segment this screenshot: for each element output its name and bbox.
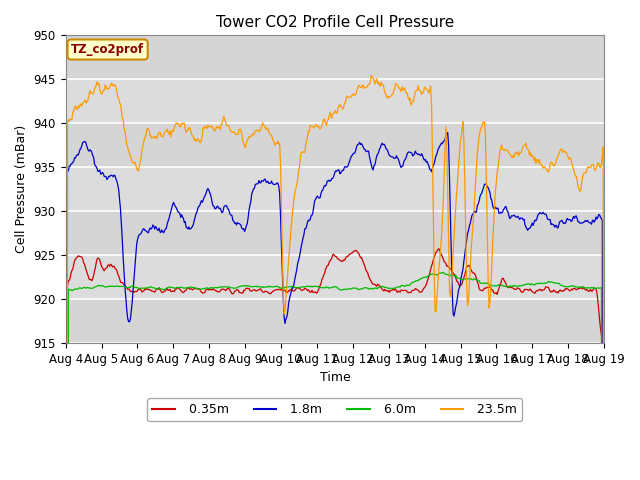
- Title: Tower CO2 Profile Cell Pressure: Tower CO2 Profile Cell Pressure: [216, 15, 454, 30]
- Bar: [66, 211, 604, 255]
- Bar: [66, 299, 604, 343]
- X-axis label: Time: Time: [319, 372, 350, 384]
- Y-axis label: Cell Pressure (mBar): Cell Pressure (mBar): [15, 125, 28, 253]
- Bar: [66, 36, 604, 79]
- Bar: [66, 123, 604, 167]
- Legend:  0.35m,  1.8m,  6.0m,  23.5m: 0.35m, 1.8m, 6.0m, 23.5m: [147, 398, 522, 421]
- Text: TZ_co2prof: TZ_co2prof: [71, 43, 144, 56]
